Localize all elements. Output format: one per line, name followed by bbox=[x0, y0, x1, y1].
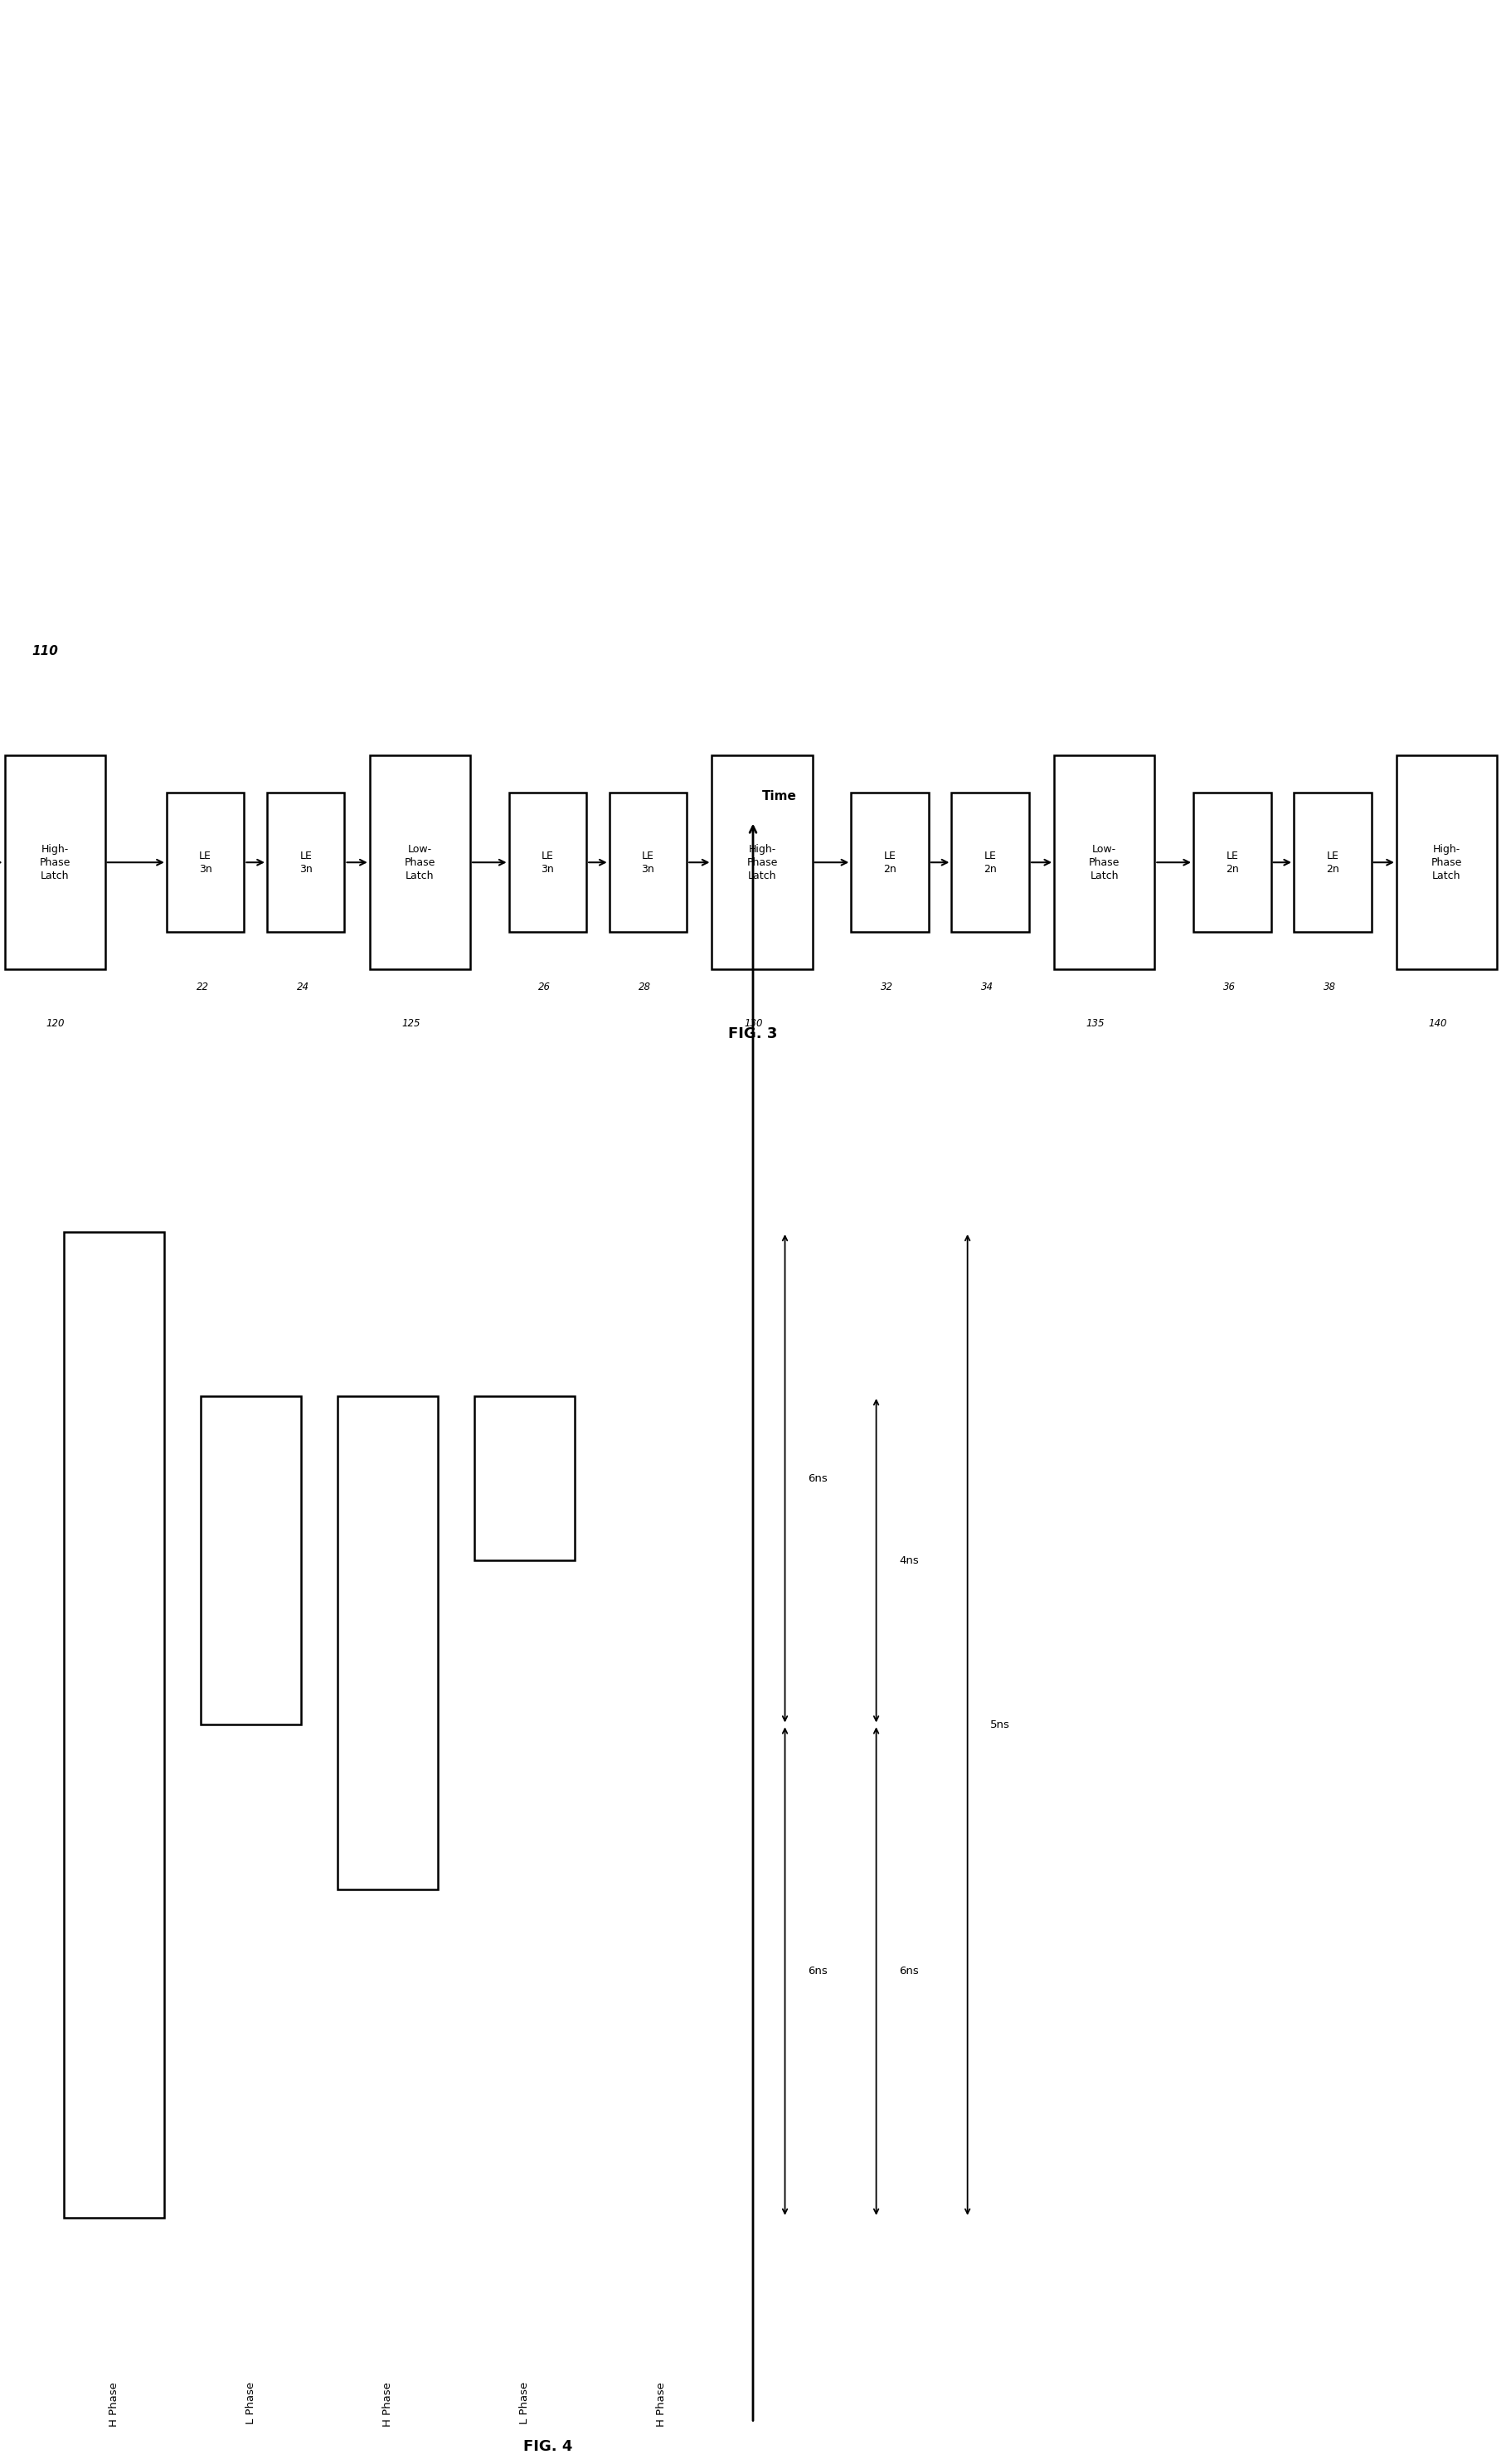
Text: 6ns: 6ns bbox=[807, 1966, 827, 1976]
Text: 38: 38 bbox=[1324, 981, 1336, 993]
Bar bbox=[337, 1397, 438, 1890]
Text: H Phase: H Phase bbox=[108, 2383, 119, 2427]
Bar bbox=[5, 756, 105, 968]
Bar bbox=[63, 1232, 164, 2218]
Text: LE
2n: LE 2n bbox=[1226, 850, 1239, 875]
Bar bbox=[851, 793, 929, 931]
Text: LE
3n: LE 3n bbox=[642, 850, 655, 875]
Text: LE
2n: LE 2n bbox=[983, 850, 997, 875]
Text: 130: 130 bbox=[744, 1018, 762, 1030]
Bar bbox=[1294, 793, 1372, 931]
Bar bbox=[369, 756, 470, 968]
Bar bbox=[167, 793, 244, 931]
Text: 110: 110 bbox=[32, 646, 59, 658]
Text: LE
3n: LE 3n bbox=[541, 850, 554, 875]
Bar bbox=[610, 793, 687, 931]
Text: 22: 22 bbox=[196, 981, 209, 993]
Text: 28: 28 bbox=[639, 981, 652, 993]
Text: High-
Phase
Latch: High- Phase Latch bbox=[1431, 843, 1462, 882]
Text: 6ns: 6ns bbox=[807, 1473, 827, 1483]
Text: Time: Time bbox=[762, 791, 797, 803]
Text: FIG. 3: FIG. 3 bbox=[729, 1027, 777, 1042]
Text: 120: 120 bbox=[45, 1018, 65, 1030]
Text: FIG. 4: FIG. 4 bbox=[523, 2439, 572, 2454]
Text: L Phase: L Phase bbox=[520, 2383, 530, 2425]
Text: H Phase: H Phase bbox=[657, 2383, 667, 2427]
Text: 24: 24 bbox=[297, 981, 309, 993]
Text: Low-
Phase
Latch: Low- Phase Latch bbox=[1089, 843, 1120, 882]
Text: 34: 34 bbox=[982, 981, 994, 993]
Bar bbox=[1193, 793, 1271, 931]
Bar bbox=[1396, 756, 1497, 968]
Bar bbox=[474, 1397, 575, 1560]
Text: LE
3n: LE 3n bbox=[199, 850, 212, 875]
Text: 140: 140 bbox=[1428, 1018, 1447, 1030]
Text: Low-
Phase
Latch: Low- Phase Latch bbox=[404, 843, 435, 882]
Text: 5ns: 5ns bbox=[991, 1720, 1011, 1730]
Bar bbox=[712, 756, 812, 968]
Bar bbox=[267, 793, 345, 931]
Text: 26: 26 bbox=[539, 981, 551, 993]
Text: LE
3n: LE 3n bbox=[300, 850, 312, 875]
Bar bbox=[200, 1397, 301, 1725]
Text: 32: 32 bbox=[881, 981, 893, 993]
Text: H Phase: H Phase bbox=[383, 2383, 393, 2427]
Text: LE
2n: LE 2n bbox=[1327, 850, 1339, 875]
Text: High-
Phase
Latch: High- Phase Latch bbox=[39, 843, 71, 882]
Text: L Phase: L Phase bbox=[245, 2383, 256, 2425]
Text: 4ns: 4ns bbox=[899, 1555, 919, 1567]
Text: 125: 125 bbox=[402, 1018, 420, 1030]
Bar bbox=[509, 793, 586, 931]
Bar bbox=[952, 793, 1029, 931]
Text: 135: 135 bbox=[1086, 1018, 1105, 1030]
Text: High-
Phase
Latch: High- Phase Latch bbox=[747, 843, 777, 882]
Text: 6ns: 6ns bbox=[899, 1966, 919, 1976]
Text: LE
2n: LE 2n bbox=[884, 850, 896, 875]
Text: 36: 36 bbox=[1223, 981, 1235, 993]
Bar bbox=[1054, 756, 1155, 968]
